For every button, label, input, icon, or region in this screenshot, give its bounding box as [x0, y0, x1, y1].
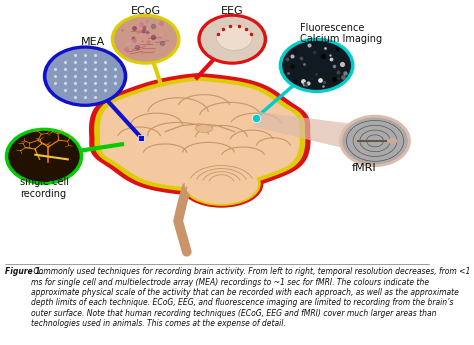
Circle shape — [342, 118, 408, 164]
Circle shape — [282, 41, 351, 90]
Ellipse shape — [387, 138, 398, 144]
Text: fMRI: fMRI — [352, 163, 376, 173]
Text: single cell
recording: single cell recording — [20, 177, 69, 199]
Circle shape — [217, 25, 252, 50]
Circle shape — [114, 17, 177, 62]
Circle shape — [7, 130, 81, 183]
Circle shape — [8, 131, 80, 182]
Ellipse shape — [195, 125, 213, 132]
Text: Commonly used techniques for recording brain activity. From left to right, tempo: Commonly used techniques for recording b… — [31, 267, 471, 328]
Text: Figure 1.: Figure 1. — [5, 267, 44, 276]
Text: ECoG: ECoG — [131, 7, 161, 17]
Circle shape — [113, 16, 178, 62]
Circle shape — [46, 49, 124, 104]
Ellipse shape — [180, 160, 264, 208]
Text: MEA: MEA — [81, 37, 105, 47]
Circle shape — [46, 48, 125, 105]
Circle shape — [281, 40, 352, 91]
Polygon shape — [94, 77, 305, 193]
Polygon shape — [100, 81, 300, 189]
Ellipse shape — [182, 162, 261, 206]
Circle shape — [341, 117, 409, 165]
Circle shape — [201, 17, 264, 62]
Polygon shape — [253, 112, 380, 154]
Text: EEG: EEG — [221, 7, 244, 17]
Polygon shape — [89, 73, 310, 196]
Text: Fluorescence
Calcium Imaging: Fluorescence Calcium Imaging — [300, 23, 383, 45]
Circle shape — [200, 16, 264, 62]
Ellipse shape — [184, 164, 258, 204]
